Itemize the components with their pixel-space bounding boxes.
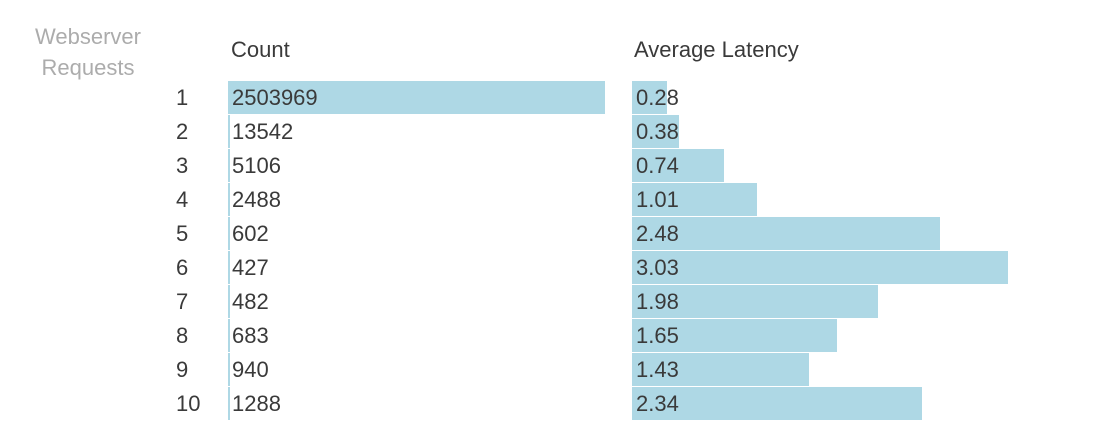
count-bar — [228, 115, 231, 148]
latency-bar — [632, 81, 667, 114]
count-value: 1288 — [232, 391, 281, 416]
count-cell: 5106 — [228, 149, 628, 183]
latency-bar — [632, 387, 923, 420]
latency-cell: 0.38 — [632, 115, 1100, 149]
row-index: 6 — [176, 255, 189, 280]
latency-value: 3.03 — [636, 255, 679, 280]
row-index: 9 — [176, 357, 189, 382]
count-cell: 2488 — [228, 183, 628, 217]
table-row: 3 5106 0.74 — [0, 149, 1100, 183]
latency-cell: 1.98 — [632, 285, 1100, 319]
latency-bar — [632, 285, 878, 318]
count-value: 2503969 — [232, 85, 318, 110]
count-column-header: Count — [231, 37, 290, 62]
table-row: 2 13542 0.38 — [0, 115, 1100, 149]
table-row: 5 602 2.48 — [0, 217, 1100, 251]
count-cell: 427 — [228, 251, 628, 285]
row-index: 7 — [176, 289, 189, 314]
latency-bar — [632, 183, 758, 216]
count-value: 5106 — [232, 153, 281, 178]
count-bar — [228, 285, 230, 318]
latency-cell: 3.03 — [632, 251, 1100, 285]
latency-value: 2.48 — [636, 221, 679, 246]
latency-value: 0.38 — [636, 119, 679, 144]
table-row: 6 427 3.03 — [0, 251, 1100, 285]
latency-value: 1.43 — [636, 357, 679, 382]
count-cell: 940 — [228, 353, 628, 387]
latency-cell: 1.65 — [632, 319, 1100, 353]
count-bar — [228, 149, 230, 182]
latency-bar — [632, 251, 1008, 284]
count-cell: 2503969 — [228, 81, 628, 115]
count-value: 683 — [232, 323, 269, 348]
latency-value: 1.98 — [636, 289, 679, 314]
latency-column-header: Average Latency — [634, 37, 799, 62]
latency-value: 1.65 — [636, 323, 679, 348]
table-row: 9 940 1.43 — [0, 353, 1100, 387]
count-bar — [228, 319, 230, 352]
latency-cell: 2.48 — [632, 217, 1100, 251]
latency-value: 0.28 — [636, 85, 679, 110]
count-cell: 482 — [228, 285, 628, 319]
row-index: 5 — [176, 221, 189, 246]
latency-cell: 0.74 — [632, 149, 1100, 183]
latency-bar — [632, 353, 810, 386]
latency-bar — [632, 115, 680, 148]
count-bar — [228, 353, 230, 386]
count-value: 602 — [232, 221, 269, 246]
count-cell: 1288 — [228, 387, 628, 421]
table-row: 7 482 1.98 — [0, 285, 1100, 319]
count-bar — [228, 183, 230, 216]
count-cell: 13542 — [228, 115, 628, 149]
count-value: 2488 — [232, 187, 281, 212]
row-index: 1 — [176, 85, 189, 110]
latency-value: 2.34 — [636, 391, 679, 416]
row-index: 10 — [176, 391, 201, 416]
count-value: 482 — [232, 289, 269, 314]
latency-bar — [632, 217, 940, 250]
latency-value: 0.74 — [636, 153, 679, 178]
latency-bar — [632, 319, 837, 352]
count-value: 940 — [232, 357, 269, 382]
table-row: 1 2503969 0.28 — [0, 81, 1100, 115]
count-bar — [228, 217, 230, 250]
count-bar — [228, 387, 230, 420]
count-value: 13542 — [232, 119, 294, 144]
count-cell: 602 — [228, 217, 628, 251]
table-row: 4 2488 1.01 — [0, 183, 1100, 217]
row-index: 2 — [176, 119, 189, 144]
table-row: 10 1288 2.34 — [0, 387, 1100, 421]
dimension-label: Webserver Requests — [35, 24, 141, 80]
latency-cell: 2.34 — [632, 387, 1100, 421]
chart-rows: 1 2503969 0.28 2 13542 0.38 3 5106 0.74 4 2488 1.01… — [0, 81, 1100, 421]
table-row: 8 683 1.65 — [0, 319, 1100, 353]
count-value: 427 — [232, 255, 269, 280]
row-index: 8 — [176, 323, 189, 348]
count-bar — [228, 251, 230, 284]
latency-cell: 1.01 — [632, 183, 1100, 217]
latency-bar — [632, 149, 724, 182]
row-index: 4 — [176, 187, 189, 212]
count-bar — [228, 81, 605, 114]
latency-cell: 1.43 — [632, 353, 1100, 387]
latency-value: 1.01 — [636, 187, 679, 212]
latency-cell: 0.28 — [632, 81, 1100, 115]
row-index: 3 — [176, 153, 189, 178]
count-cell: 683 — [228, 319, 628, 353]
